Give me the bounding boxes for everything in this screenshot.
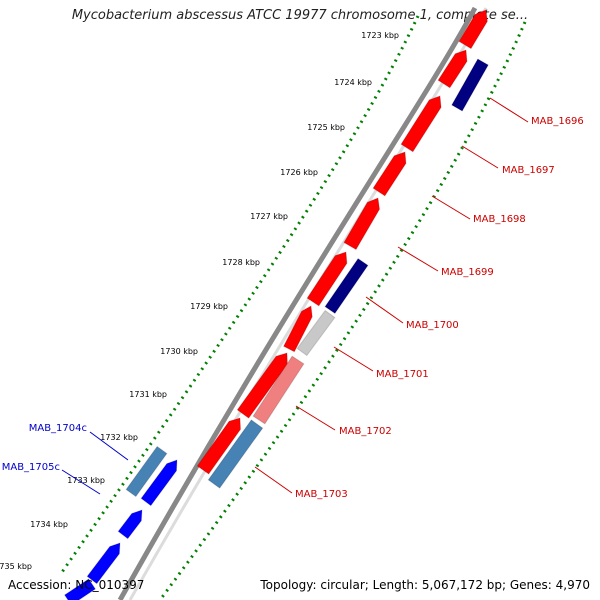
- gene-feature[interactable]: [140, 459, 178, 507]
- gene-feature[interactable]: [458, 9, 488, 50]
- gene-label-MAB_1703[interactable]: MAB_1703: [295, 489, 348, 500]
- label-leader-line: [89, 431, 129, 461]
- gene-feature[interactable]: [196, 417, 241, 475]
- tick-label: 1723 kbp: [361, 31, 399, 40]
- gene-feature[interactable]: [86, 542, 121, 585]
- gene-label-MAB_1697[interactable]: MAB_1697: [502, 165, 555, 176]
- tick-label: 1735 kbp: [0, 562, 32, 571]
- gene-feature[interactable]: [282, 305, 313, 353]
- label-leader-line: [295, 405, 336, 431]
- label-leader-line: [254, 466, 293, 494]
- tick-ruler-inner: [158, 21, 527, 600]
- tick-label: 1727 kbp: [250, 212, 288, 221]
- gene-label-MAB_1705c[interactable]: MAB_1705c: [2, 462, 60, 473]
- gene-feature[interactable]: [437, 49, 468, 89]
- tick-label: 1731 kbp: [129, 390, 167, 399]
- gene-feature[interactable]: [306, 251, 348, 307]
- genome-summary-text: Topology: circular; Length: 5,067,172 bp…: [260, 578, 590, 592]
- gene-feature[interactable]: [343, 197, 381, 251]
- gene-MAB_1704c[interactable]: [125, 445, 168, 498]
- tick-label: 1726 kbp: [280, 168, 318, 177]
- gene-MAB_1700[interactable]: [324, 257, 369, 315]
- gene-feature[interactable]: [236, 352, 288, 419]
- gene-label-MAB_1696[interactable]: MAB_1696: [531, 116, 584, 127]
- gene-label-MAB_1700[interactable]: MAB_1700: [406, 320, 459, 331]
- map-title: Mycobacterium abscessus ATCC 19977 chrom…: [71, 8, 529, 23]
- label-leader-line: [61, 469, 101, 495]
- tick-ruler-outer: [58, 15, 420, 576]
- accession-text: Accession: NC_010397: [8, 578, 145, 592]
- tick-label: 1730 kbp: [160, 347, 198, 356]
- label-leader-line: [431, 195, 471, 220]
- gene-feature[interactable]: [117, 509, 143, 540]
- backbone-inner: [128, 7, 488, 600]
- gene-label-MAB_1699[interactable]: MAB_1699: [441, 267, 494, 278]
- tick-label: 1734 kbp: [30, 520, 68, 529]
- gene-feature[interactable]: [400, 95, 442, 153]
- backbone-line: [117, 6, 478, 600]
- label-leader-line: [397, 246, 439, 272]
- gene-label-MAB_1701[interactable]: MAB_1701: [376, 369, 429, 380]
- gene-feature[interactable]: [63, 578, 97, 600]
- tick-label: 1728 kbp: [222, 258, 260, 267]
- gene-MAB_1701[interactable]: [296, 309, 336, 357]
- tick-label: 1729 kbp: [190, 302, 228, 311]
- gene-feature[interactable]: [372, 151, 407, 197]
- gene-label-MAB_1702[interactable]: MAB_1702: [339, 426, 392, 437]
- gene-MAB_1702[interactable]: [252, 355, 305, 425]
- gene-label-MAB_1704c[interactable]: MAB_1704c: [29, 423, 87, 434]
- label-leader-line: [461, 145, 499, 169]
- tick-label: 1724 kbp: [334, 78, 372, 87]
- label-leader-line: [333, 346, 374, 372]
- tick-label: 1732 kbp: [100, 433, 138, 442]
- gene-MAB_1696[interactable]: [451, 58, 489, 112]
- label-leader-line: [489, 97, 529, 123]
- tick-label: 1733 kbp: [67, 476, 105, 485]
- tick-label: 1725 kbp: [307, 123, 345, 132]
- gene-label-MAB_1698[interactable]: MAB_1698: [473, 214, 526, 225]
- label-leader-line: [365, 296, 404, 324]
- gene-MAB_1703[interactable]: [207, 419, 264, 489]
